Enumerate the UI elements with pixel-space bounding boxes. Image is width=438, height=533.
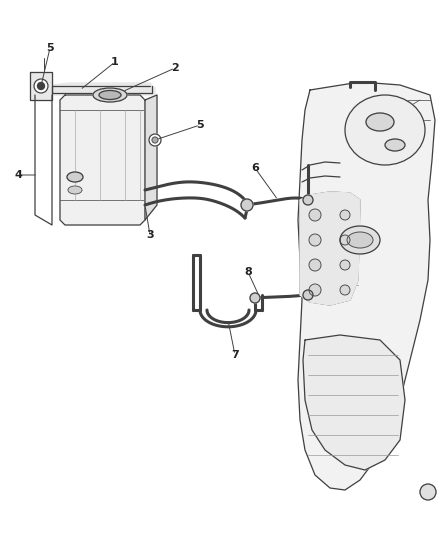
Polygon shape [300, 192, 360, 305]
Polygon shape [303, 335, 405, 470]
Ellipse shape [99, 91, 121, 100]
Circle shape [250, 293, 260, 303]
Circle shape [309, 209, 321, 221]
Text: 1: 1 [111, 57, 119, 67]
Circle shape [149, 134, 161, 146]
Text: 6: 6 [251, 163, 259, 173]
Circle shape [309, 284, 321, 296]
Circle shape [303, 195, 313, 205]
Polygon shape [145, 95, 157, 220]
Text: 3: 3 [146, 230, 154, 240]
Circle shape [340, 210, 350, 220]
Text: 5: 5 [46, 43, 54, 53]
Polygon shape [30, 72, 52, 100]
Circle shape [152, 137, 158, 143]
Ellipse shape [68, 186, 82, 194]
Circle shape [241, 199, 253, 211]
Text: 4: 4 [14, 170, 22, 180]
Ellipse shape [345, 95, 425, 165]
Ellipse shape [347, 232, 373, 248]
Circle shape [34, 79, 48, 93]
Ellipse shape [366, 113, 394, 131]
Text: 5: 5 [196, 120, 204, 130]
Circle shape [340, 235, 350, 245]
Polygon shape [60, 95, 145, 225]
Circle shape [340, 285, 350, 295]
Ellipse shape [385, 139, 405, 151]
Text: 7: 7 [231, 350, 239, 360]
Circle shape [309, 259, 321, 271]
Circle shape [340, 260, 350, 270]
Ellipse shape [340, 226, 380, 254]
Ellipse shape [93, 88, 127, 102]
Circle shape [420, 484, 436, 500]
Circle shape [38, 83, 45, 90]
Text: 2: 2 [171, 63, 179, 73]
Ellipse shape [67, 172, 83, 182]
Polygon shape [298, 82, 435, 490]
Text: 8: 8 [244, 267, 252, 277]
Circle shape [309, 234, 321, 246]
Polygon shape [41, 83, 155, 95]
Circle shape [303, 290, 313, 300]
